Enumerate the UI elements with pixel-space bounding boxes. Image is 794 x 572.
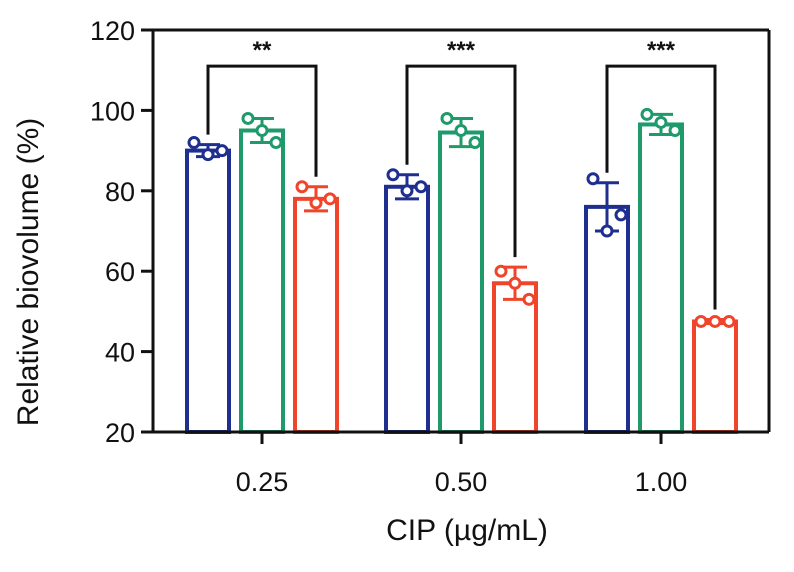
axes: 20 40 60 80 100 120 0.25 0.50 1.00	[90, 16, 771, 497]
y-tick-label: 40	[105, 338, 135, 368]
data-point	[269, 136, 283, 150]
bar	[638, 122, 684, 434]
data-point	[400, 184, 414, 198]
bar	[692, 319, 738, 435]
data-point	[508, 276, 522, 290]
data-point	[440, 111, 454, 125]
data-point	[654, 115, 668, 129]
data-point	[722, 314, 736, 328]
data-point	[201, 148, 215, 162]
x-tick-label: 1.00	[635, 467, 688, 497]
data-point	[386, 168, 400, 182]
data-point	[522, 292, 536, 306]
significance-label: ***	[447, 37, 476, 64]
y-tick-label: 120	[90, 16, 135, 46]
data-point	[295, 180, 309, 194]
x-tick-label: 0.50	[435, 467, 488, 497]
significance-bracket	[206, 64, 318, 177]
data-point	[309, 196, 323, 210]
data-point	[586, 172, 600, 186]
data-point	[215, 144, 229, 158]
data-point	[494, 264, 508, 278]
y-tick-label: 100	[90, 96, 135, 126]
x-axis-title: CIP (µg/mL)	[386, 514, 548, 547]
bar	[239, 128, 285, 434]
data-point	[414, 180, 428, 194]
data-point	[614, 208, 628, 222]
data-point	[241, 111, 255, 125]
significance-bracket	[405, 64, 517, 258]
significance-bracket	[605, 64, 717, 310]
significance-label: ***	[647, 37, 676, 64]
y-axis-title: Relative biovolume (%)	[12, 118, 45, 426]
data-point	[468, 136, 482, 150]
bar	[438, 130, 484, 434]
data-point	[668, 124, 682, 137]
y-tick-label: 60	[105, 257, 135, 287]
significance-label: **	[253, 37, 272, 64]
data-point	[187, 136, 201, 150]
data-point	[255, 124, 269, 137]
data-point	[600, 224, 614, 238]
bar	[293, 196, 339, 434]
data-point	[323, 192, 337, 206]
y-tick-label: 20	[105, 418, 135, 448]
data-point	[694, 314, 708, 328]
bar	[384, 184, 430, 434]
data-point	[708, 314, 722, 328]
bar	[584, 204, 630, 434]
data-point	[640, 107, 654, 121]
plot-area: ** *** ***	[185, 37, 738, 435]
y-tick-label: 80	[105, 177, 135, 207]
bar	[185, 148, 231, 434]
data-point	[454, 124, 468, 137]
x-tick-label: 0.25	[236, 467, 289, 497]
